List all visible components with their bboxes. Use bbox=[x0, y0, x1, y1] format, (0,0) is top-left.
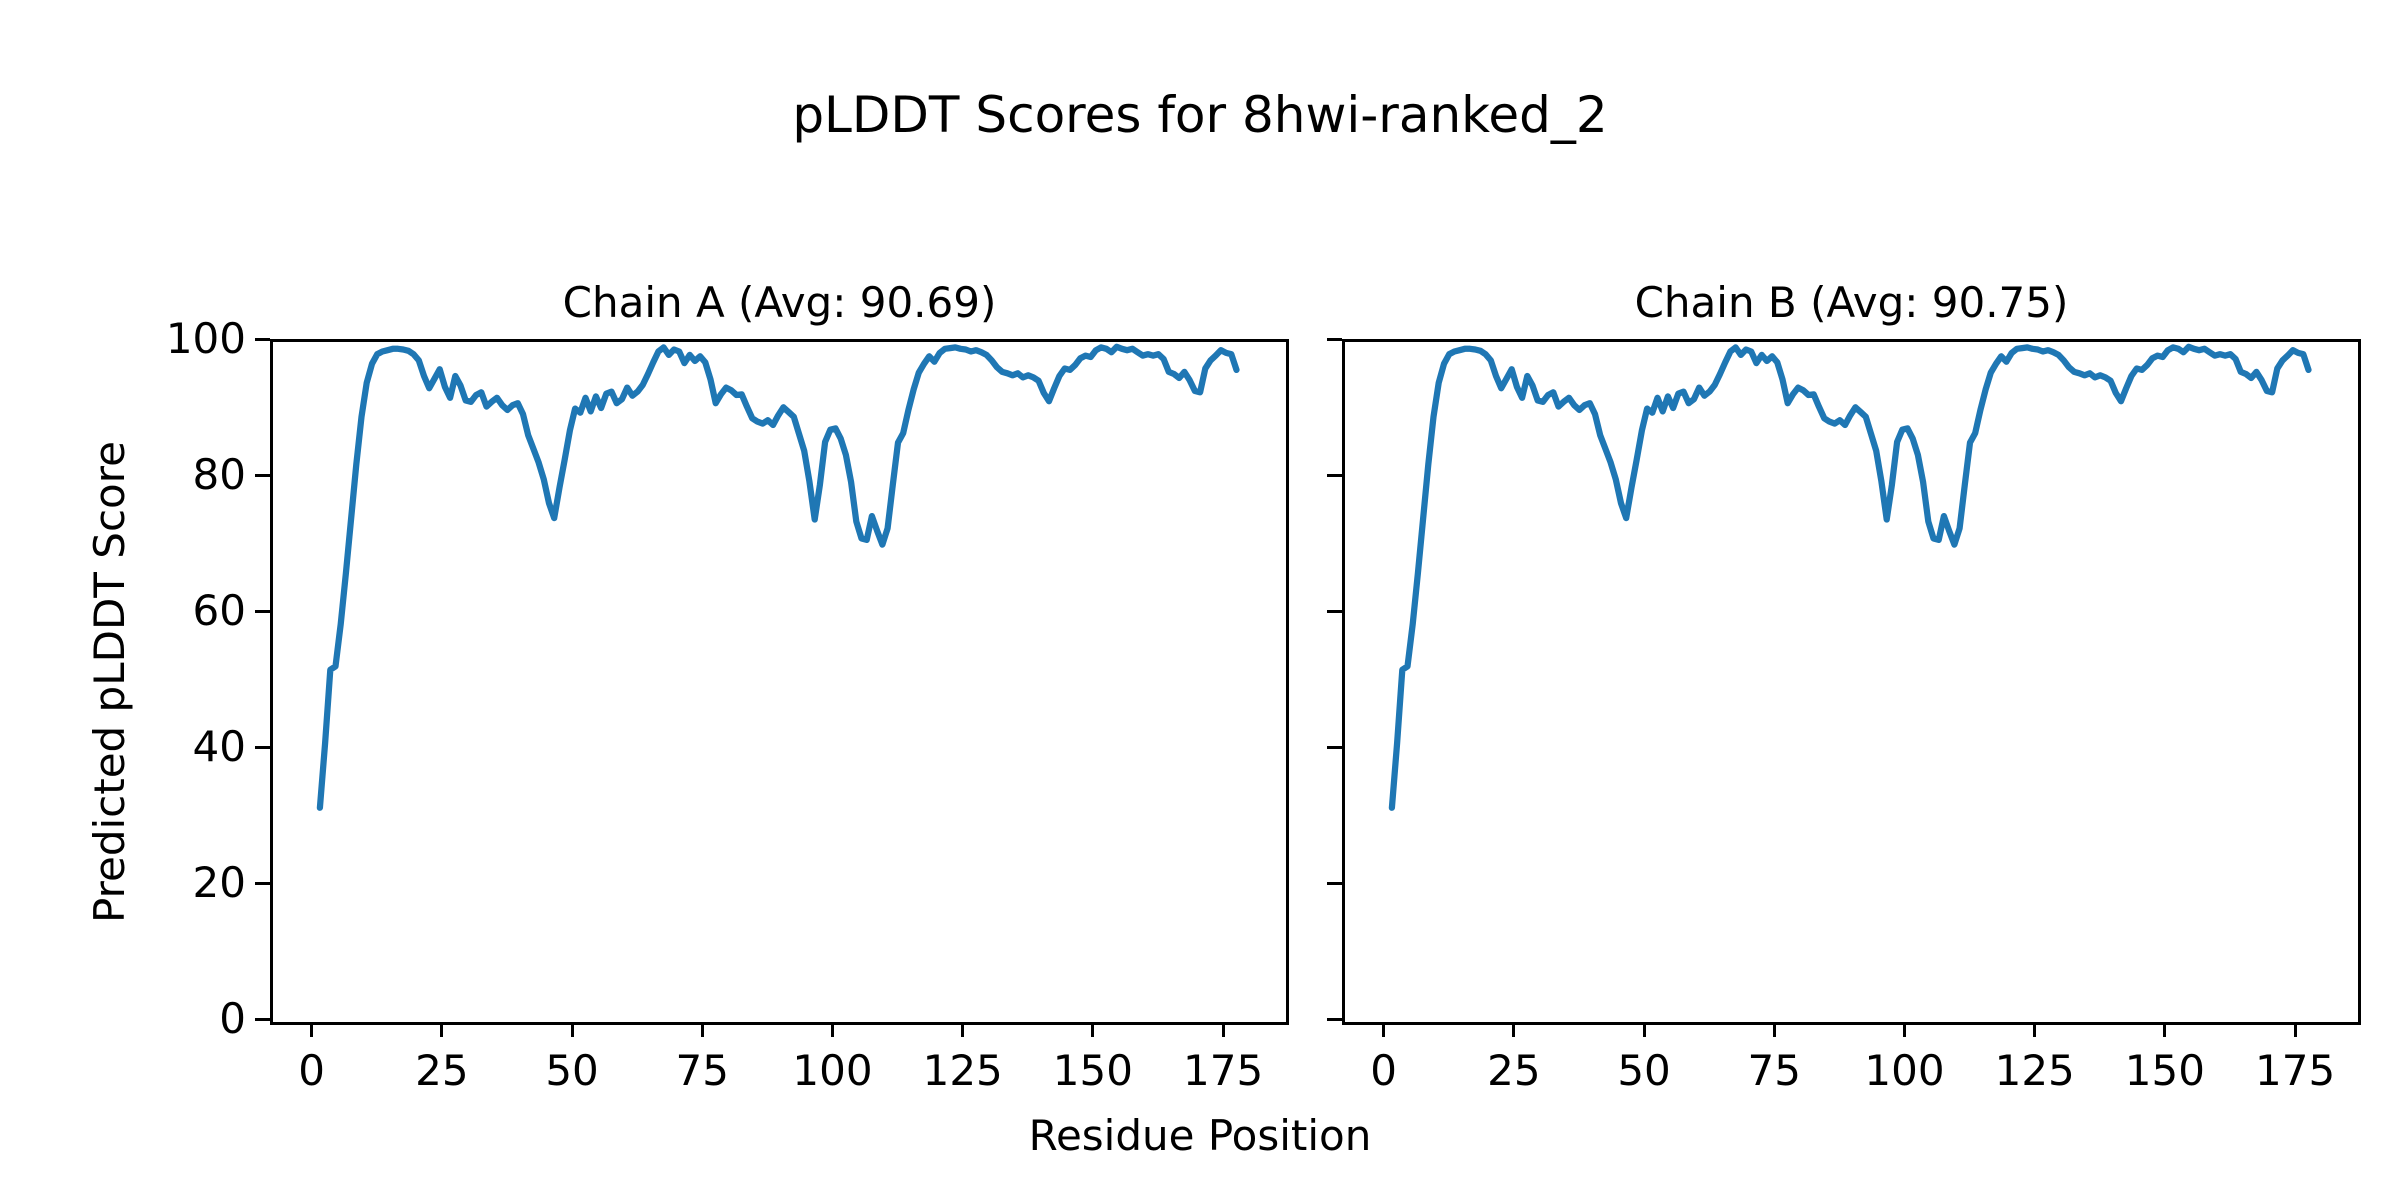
y-tick-label: 60 bbox=[192, 586, 246, 635]
subplot-chain-b: Chain B (Avg: 90.75) 0 25 50 75 100 125 150 175 bbox=[1327, 278, 2361, 1094]
x-tick-label: 25 bbox=[415, 1046, 469, 1095]
y-tick-mark bbox=[255, 881, 270, 885]
x-tick-label: 0 bbox=[298, 1046, 326, 1095]
x-tick-label: 125 bbox=[922, 1046, 1003, 1095]
x-tick-mark bbox=[961, 1022, 965, 1037]
subplot-chain-a: Chain A (Avg: 90.69) 0 25 50 75 100 125 150 175… bbox=[166, 278, 1289, 1094]
x-tick-mark bbox=[310, 1022, 314, 1037]
x-tick-label: 100 bbox=[792, 1046, 873, 1095]
x-tick-label: 0 bbox=[1370, 1046, 1398, 1095]
x-tick-mark bbox=[570, 1022, 574, 1037]
x-axis-label: Residue Position bbox=[1028, 1111, 1372, 1160]
y-tick-label: 80 bbox=[192, 450, 246, 499]
subplot-chain-a-title: Chain A (Avg: 90.69) bbox=[562, 278, 997, 327]
x-tick-label: 50 bbox=[1617, 1046, 1671, 1095]
y-tick-mark bbox=[255, 337, 270, 341]
x-tick-mark bbox=[1772, 1022, 1776, 1037]
plddt-line-chart-a bbox=[316, 343, 1240, 811]
y-tick-mark bbox=[1327, 473, 1342, 477]
x-tick-label: 175 bbox=[1183, 1046, 1264, 1095]
y-tick-mark bbox=[1327, 1017, 1342, 1021]
x-tick-mark bbox=[1902, 1022, 1906, 1037]
y-tick-mark bbox=[1327, 881, 1342, 885]
x-tick-mark bbox=[700, 1022, 704, 1037]
x-tick-mark bbox=[440, 1022, 444, 1037]
x-tick-mark bbox=[2033, 1022, 2037, 1037]
figure-title: pLDDT Scores for 8hwi-ranked_2 bbox=[792, 86, 1608, 144]
y-tick-mark bbox=[1327, 609, 1342, 613]
x-tick-label: 100 bbox=[1864, 1046, 1945, 1095]
plddt-line-chain-a bbox=[316, 343, 1240, 811]
y-tick-mark bbox=[255, 745, 270, 749]
y-tick-mark bbox=[1327, 337, 1342, 341]
x-tick-label: 75 bbox=[1747, 1046, 1801, 1095]
x-tick-label: 150 bbox=[1052, 1046, 1133, 1095]
plddt-line-chart-b bbox=[1388, 343, 2312, 811]
y-tick-label: 20 bbox=[192, 858, 246, 907]
y-tick-mark bbox=[1327, 745, 1342, 749]
x-tick-mark bbox=[1091, 1022, 1095, 1037]
x-tick-mark bbox=[2293, 1022, 2297, 1037]
x-tick-label: 25 bbox=[1487, 1046, 1541, 1095]
x-tick-mark bbox=[1382, 1022, 1386, 1037]
x-tick-mark bbox=[2163, 1022, 2167, 1037]
y-tick-label: 100 bbox=[165, 314, 246, 363]
y-tick-label: 40 bbox=[192, 722, 246, 771]
x-tick-mark bbox=[1642, 1022, 1646, 1037]
subplot-chain-b-title: Chain B (Avg: 90.75) bbox=[1634, 278, 2069, 327]
y-tick-mark bbox=[255, 473, 270, 477]
x-tick-mark bbox=[830, 1022, 834, 1037]
y-tick-mark bbox=[255, 1017, 270, 1021]
x-tick-label: 175 bbox=[2255, 1046, 2336, 1095]
x-tick-label: 75 bbox=[675, 1046, 729, 1095]
y-tick-mark bbox=[255, 609, 270, 613]
x-tick-label: 50 bbox=[545, 1046, 599, 1095]
x-tick-label: 150 bbox=[2124, 1046, 2205, 1095]
x-tick-mark bbox=[1512, 1022, 1516, 1037]
x-tick-mark bbox=[1221, 1022, 1225, 1037]
y-tick-label: 0 bbox=[219, 994, 246, 1043]
plddt-line-chain-b bbox=[1388, 343, 2312, 811]
x-tick-label: 125 bbox=[1994, 1046, 2075, 1095]
